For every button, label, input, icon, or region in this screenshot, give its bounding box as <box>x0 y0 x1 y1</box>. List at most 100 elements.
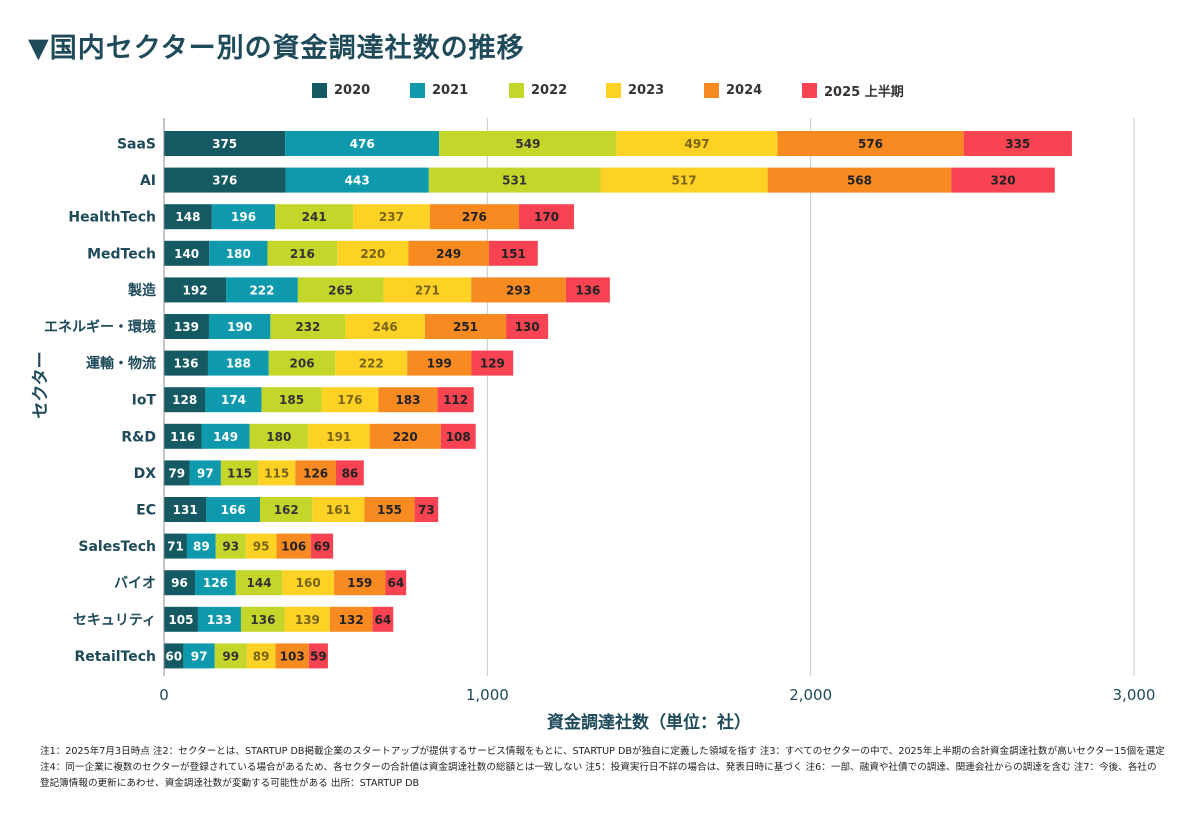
data-label: 105 <box>168 613 193 627</box>
category-label: IoT <box>132 393 157 409</box>
legend-item: 2023 <box>606 82 704 98</box>
bar-segment <box>600 167 768 193</box>
data-label: 93 <box>222 540 239 554</box>
bar-segment <box>429 204 520 230</box>
bar-segment <box>258 460 296 486</box>
bar-segment <box>164 497 207 522</box>
bar-segment <box>220 460 259 486</box>
bar-segment <box>164 131 286 156</box>
data-label: 129 <box>480 357 505 371</box>
data-label: 293 <box>506 283 531 297</box>
data-label: 155 <box>377 503 402 517</box>
legend-label: 2021 <box>432 82 469 98</box>
data-label: 159 <box>347 576 372 590</box>
bar-segment <box>565 277 610 303</box>
bar-segment <box>205 387 262 413</box>
bar-segment <box>308 643 328 669</box>
data-label: 86 <box>342 466 359 480</box>
data-label: 136 <box>575 283 600 297</box>
data-label: 162 <box>274 503 299 517</box>
bar-segment <box>207 350 269 376</box>
legend-label: 2023 <box>628 82 665 98</box>
legend-swatch <box>802 82 817 98</box>
data-label: 170 <box>534 210 559 224</box>
bar-segment <box>295 460 337 486</box>
data-label: 320 <box>991 174 1016 188</box>
legend-item: 2020 <box>312 82 410 98</box>
bar-segment <box>186 533 216 559</box>
bar-segment <box>414 497 439 522</box>
bar-segment <box>364 497 415 522</box>
bar-segment <box>245 533 277 559</box>
bar-segment <box>214 643 247 669</box>
legend-item: 2024 <box>704 82 802 98</box>
data-label: 64 <box>387 576 404 590</box>
data-label: 126 <box>203 576 228 590</box>
bar-segment <box>440 423 476 449</box>
data-label: 196 <box>231 210 256 224</box>
bar-segment <box>285 131 440 156</box>
data-label: 335 <box>1005 137 1030 151</box>
legend-swatch <box>606 82 621 98</box>
bar-segment <box>215 533 246 559</box>
bar-segment <box>321 387 379 413</box>
bar-segment <box>275 643 309 669</box>
data-label: 497 <box>684 137 709 151</box>
bar-segment <box>240 606 285 632</box>
category-label: HealthTech <box>68 210 156 226</box>
category-label: 運輸・物流 <box>86 355 156 372</box>
x-tick-label: 0 <box>159 686 169 704</box>
bar-segment <box>164 460 190 486</box>
stacked-bar-chart: 375 476 549 497 576 335 SaaS 376 443 531 517 568 320… <box>31 118 1156 733</box>
data-label: 106 <box>281 540 306 554</box>
legend-label: 2025 上半期 <box>824 84 904 100</box>
category-label: エネルギー・環境 <box>44 319 156 336</box>
bar-segment <box>164 277 227 303</box>
data-label: 59 <box>310 649 327 663</box>
data-label: 517 <box>672 174 697 188</box>
data-label: 60 <box>165 649 182 663</box>
x-tick-label: 1,000 <box>466 686 509 704</box>
category-label: EC <box>136 503 156 519</box>
data-label: 232 <box>295 320 320 334</box>
category-label: RetailTech <box>75 649 156 665</box>
data-label: 133 <box>207 613 232 627</box>
legend-label: 2022 <box>531 82 568 98</box>
data-label: 149 <box>213 430 238 444</box>
data-label: 271 <box>415 283 440 297</box>
data-label: 131 <box>173 503 198 517</box>
footnote: 注1：2025年7月3日時点 注2：セクターとは、STARTUP DB掲載企業の… <box>40 746 1165 789</box>
bar-segment <box>372 606 394 632</box>
category-label: SalesTech <box>78 539 156 555</box>
category-label: 製造 <box>127 282 156 299</box>
data-label: 112 <box>443 393 468 407</box>
bar-segment <box>297 277 384 303</box>
data-label: 222 <box>359 357 384 371</box>
bar-segment <box>201 423 250 449</box>
data-label: 132 <box>339 613 364 627</box>
bar-segment <box>369 423 441 449</box>
bar-segment <box>164 423 202 449</box>
bar-segment <box>211 204 276 230</box>
bar-segment <box>183 643 215 669</box>
data-label: 97 <box>197 466 214 480</box>
legend-label: 2024 <box>726 82 763 98</box>
data-label: 246 <box>373 320 398 334</box>
data-label: 531 <box>502 174 527 188</box>
bar-segment <box>209 240 268 266</box>
category-label: R&D <box>121 429 156 445</box>
category-label: AI <box>140 173 156 189</box>
bar-segment <box>164 314 209 339</box>
data-label: 89 <box>193 540 210 554</box>
chart-legend: 2020 2021 2022 2023 2024 2025 上半期 <box>312 80 912 100</box>
bar-segment <box>310 533 334 559</box>
bar-segment <box>260 497 313 522</box>
bar-segment <box>284 606 330 632</box>
data-label: 199 <box>427 357 452 371</box>
data-label: 216 <box>290 247 315 261</box>
data-label: 103 <box>280 649 305 663</box>
x-tick-label: 3,000 <box>1113 686 1156 704</box>
bar-segment <box>424 314 507 339</box>
data-label: 64 <box>375 613 392 627</box>
bar-segment <box>616 131 778 156</box>
